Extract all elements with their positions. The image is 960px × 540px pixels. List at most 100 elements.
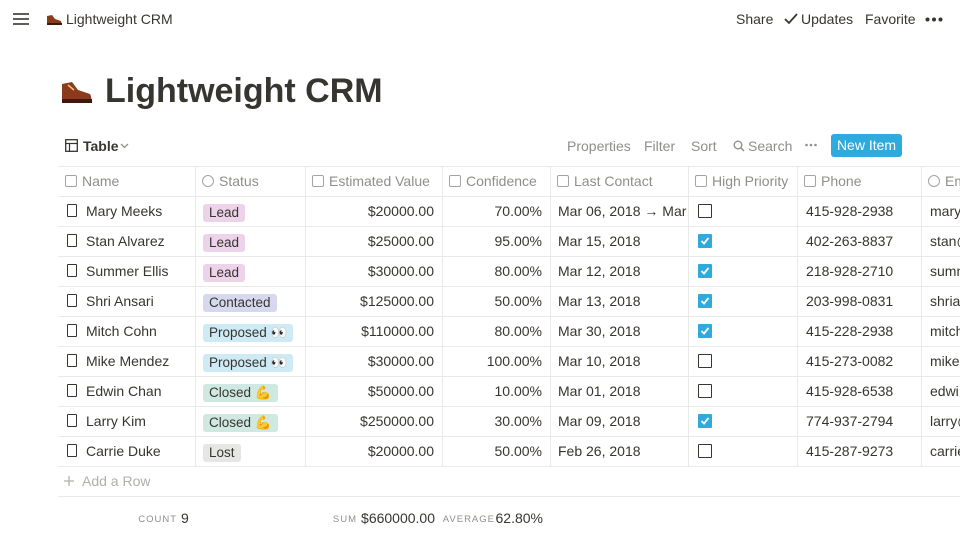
plus-icon [63, 472, 75, 492]
date-cell: Mar 09, 2018 [558, 413, 641, 429]
name-cell: Carrie Duke [86, 443, 161, 459]
email-cell: mary [930, 203, 960, 219]
phone-cell: 203-998-0831 [806, 293, 894, 309]
header-border [58, 166, 960, 167]
header-icon [65, 175, 77, 187]
search-button[interactable]: Search [748, 138, 793, 154]
column-header: Last Contact [574, 173, 653, 189]
search-icon [733, 140, 745, 152]
status-tag: Lead [203, 204, 246, 223]
status-cell: Closed 💪 [203, 407, 303, 437]
average-label: AVERAGE [442, 514, 495, 525]
updates-button[interactable]: Updates [801, 11, 854, 27]
status-cell: Closed 💪 [203, 377, 303, 407]
status-cell: Contacted [203, 287, 303, 317]
column-header: Confidence [466, 173, 537, 189]
status-tag: Closed 💪 [203, 384, 278, 403]
confidence-cell: 10.00% [494, 383, 542, 399]
header-icon [928, 175, 940, 187]
status-cell: Lead [203, 227, 303, 257]
priority-checkbox[interactable] [698, 264, 712, 278]
priority-checkbox[interactable] [698, 444, 712, 458]
status-tag: Lead [203, 234, 246, 253]
confidence-cell: 50.00% [494, 443, 542, 459]
confidence-cell: 80.00% [494, 323, 542, 339]
sort-button[interactable]: Sort [691, 138, 717, 154]
email-cell: mitch [930, 323, 960, 339]
breadcrumb-title[interactable]: Lightweight CRM [66, 11, 173, 27]
row-border [58, 436, 960, 437]
menu-icon[interactable] [13, 12, 29, 26]
value-cell: $25000.00 [367, 233, 434, 249]
row-border [58, 496, 960, 497]
column-header: Phone [821, 173, 862, 189]
more-icon[interactable] [805, 143, 817, 147]
priority-checkbox[interactable] [698, 354, 712, 368]
shoe-icon [47, 15, 62, 25]
value-cell: $20000.00 [367, 203, 434, 219]
confidence-cell: 100.00% [486, 353, 542, 369]
column-header: Status [219, 173, 259, 189]
priority-checkbox[interactable] [698, 294, 712, 308]
page-title: Lightweight CRM [105, 72, 383, 110]
priority-checkbox[interactable] [698, 384, 712, 398]
confidence-cell: 80.00% [494, 263, 542, 279]
column-header: High Priority [712, 173, 789, 189]
name-cell: Mitch Cohn [86, 323, 157, 339]
status-cell: Proposed 👀 [203, 347, 303, 377]
column-border [550, 166, 551, 466]
status-tag: Proposed 👀 [203, 324, 294, 343]
header-icon [695, 175, 707, 187]
date-cell: Mar 12, 2018 [558, 263, 641, 279]
row-border [58, 466, 960, 467]
count-value: 9 [181, 510, 189, 526]
properties-button[interactable]: Properties [567, 138, 631, 154]
priority-checkbox[interactable] [698, 324, 712, 338]
chevron [120, 143, 129, 149]
new-item-button[interactable]: New Item [831, 134, 902, 157]
value-cell: $20000.00 [367, 443, 434, 459]
phone-cell: 415-928-2938 [806, 203, 894, 219]
phone-cell: 415-228-2938 [806, 323, 894, 339]
page-icon [67, 234, 77, 247]
value-cell: $125000.00 [360, 293, 434, 309]
row-border [58, 196, 960, 197]
column-border [305, 166, 306, 466]
confidence-cell: 70.00% [494, 203, 542, 219]
page-icon [67, 204, 77, 217]
status-tag: Closed 💪 [203, 414, 278, 433]
row-border [58, 226, 960, 227]
row-border [58, 316, 960, 317]
add-row-button[interactable]: Add a Row [82, 473, 151, 489]
value-cell: $50000.00 [367, 383, 434, 399]
column-header: Estimated Value [329, 173, 430, 189]
status-tag: Lost [203, 444, 241, 463]
header-icon [312, 175, 324, 187]
date-cell: Mar 30, 2018 [558, 323, 641, 339]
name-cell: Larry Kim [86, 413, 146, 429]
filter-button[interactable]: Filter [644, 138, 676, 154]
view-selector[interactable]: Table [83, 138, 119, 154]
email-cell: mike@ [930, 353, 960, 369]
column-border [195, 166, 196, 466]
phone-cell: 415-287-9273 [806, 443, 894, 459]
phone-cell: 415-928-6538 [806, 383, 894, 399]
priority-checkbox[interactable] [698, 414, 712, 428]
date-cell: Mar 10, 2018 [558, 353, 641, 369]
value-cell: $30000.00 [367, 353, 434, 369]
check-icon [784, 13, 798, 25]
share-button[interactable]: Share [736, 11, 774, 27]
page-icon [67, 414, 77, 427]
priority-checkbox[interactable] [698, 204, 712, 218]
name-cell: Edwin Chan [86, 383, 162, 399]
more-icon[interactable] [925, 17, 943, 22]
favorite-button[interactable]: Favorite [865, 11, 916, 27]
count-label: COUNT [138, 514, 177, 525]
priority-checkbox[interactable] [698, 234, 712, 248]
column-border [688, 166, 689, 466]
email-cell: shrian [930, 293, 960, 309]
header-icon [804, 175, 816, 187]
page-icon [67, 384, 77, 397]
row-border [58, 406, 960, 407]
